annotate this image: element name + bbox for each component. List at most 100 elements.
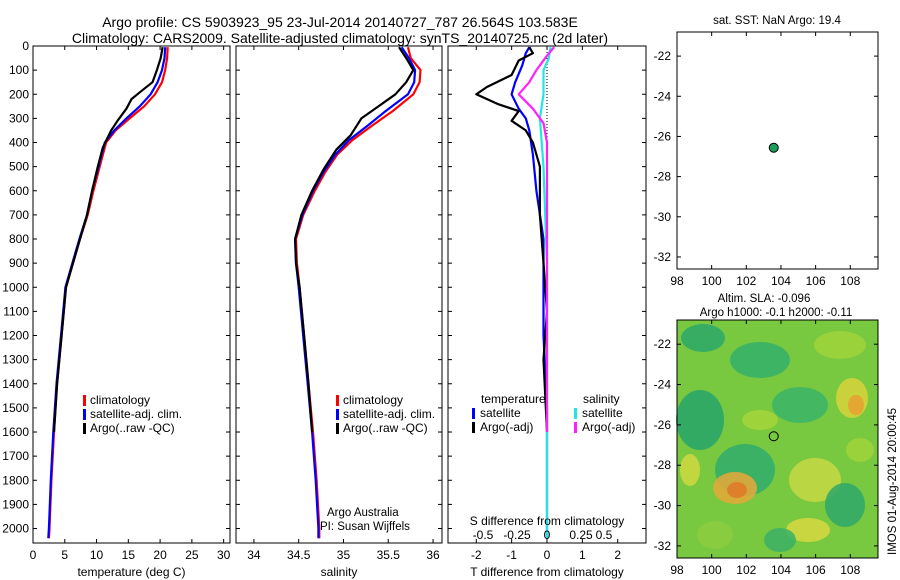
panel-1-xtick-label: 35.5	[377, 548, 401, 562]
legend-swatch	[574, 422, 577, 433]
legend-heading-salinity: salinity	[583, 392, 620, 406]
map-xtick-label: 108	[840, 274, 860, 288]
series-line-argorawqc	[52, 47, 164, 433]
sla-blob	[727, 482, 747, 498]
ytick-label: 1600	[2, 425, 29, 439]
ytick-label: 1200	[2, 329, 29, 343]
sla-blob	[676, 390, 724, 450]
map-ytick-label: -32	[654, 250, 672, 264]
salinity-diff-tick: -0.25	[503, 528, 531, 542]
map-xtick-label: 100	[702, 563, 722, 577]
map-xtick-label: 104	[771, 563, 791, 577]
panel-1-xlabel: salinity	[321, 565, 358, 579]
sla-blob	[789, 458, 841, 502]
pi-label: PI: Susan Wijffels	[320, 521, 410, 533]
sla-blob	[814, 331, 866, 359]
panel-0-xtick-label: 20	[153, 548, 167, 562]
ytick-label: 1800	[2, 473, 29, 487]
map-ytick-label: -22	[654, 337, 672, 351]
map-xtick-label: 100	[702, 274, 722, 288]
legend-label: climatology	[343, 393, 403, 407]
map-xtick-label: 98	[670, 274, 684, 288]
sla-blob	[680, 454, 700, 486]
legend-swatch	[336, 423, 339, 434]
ytick-label: 1900	[2, 497, 29, 511]
legend-swatch	[336, 409, 339, 420]
sla-blob	[786, 518, 830, 542]
sla-map-title: Altim. SLA: -0.096	[718, 293, 811, 305]
ytick-label: 1700	[2, 449, 29, 463]
panel-0-xtick-label: 10	[90, 548, 104, 562]
panel-1-xtick-label: 35	[337, 548, 351, 562]
sla-map-subtitle: Argo h1000: -0.1 h2000: -0.11	[700, 307, 853, 319]
map-ytick-label: -24	[654, 89, 672, 103]
ytick-label: 200	[9, 87, 29, 101]
panel-1-xtick-label: 34	[247, 548, 261, 562]
ytick-label: 1500	[2, 401, 29, 415]
panel-2-xtick-label: 0	[544, 548, 551, 562]
panel-2-xtick-label: -1	[506, 548, 517, 562]
legend-swatch	[83, 395, 86, 406]
legend-label: satellite-adj. clim.	[90, 407, 182, 421]
panel-1-xtick-label: 36	[426, 548, 440, 562]
legend-label: Argo(-adj)	[582, 420, 635, 434]
ytick-label: 0	[22, 39, 29, 53]
legend-label: satellite	[582, 406, 623, 420]
figure-title-line1: Argo profile: CS 5903923_95 23-Jul-2014 …	[102, 14, 578, 30]
panel-2-xlabel: T difference from climatology	[470, 565, 624, 579]
legend-label: Argo(..raw -QC)	[90, 421, 175, 435]
map-3-frame	[676, 31, 879, 270]
sla-blob	[681, 324, 725, 352]
sla-blob	[742, 410, 778, 430]
legend-label: Argo(-adj)	[480, 420, 533, 434]
ytick-label: 900	[9, 256, 29, 270]
series-line-satellite	[510, 46, 549, 539]
legend-swatch	[574, 408, 577, 419]
ytick-label: 1100	[3, 304, 29, 318]
panel-0-xtick-label: 0	[30, 548, 37, 562]
sla-blob	[772, 387, 828, 423]
float-position-marker	[768, 142, 779, 153]
ytick-label: 400	[9, 136, 29, 150]
map-xtick-label: 98	[670, 563, 684, 577]
ytick-label: 100	[9, 63, 29, 77]
panel-2-xtick-label: -2	[471, 548, 482, 562]
sla-blob	[825, 483, 865, 527]
legend-swatch	[472, 408, 475, 419]
credit-label: IMOS 01-Aug-2014 20:00:45	[887, 407, 899, 555]
map-ytick-label: -26	[654, 129, 672, 143]
ytick-label: 600	[9, 184, 29, 198]
map-xtick-label: 106	[806, 563, 826, 577]
map-ytick-label: -26	[654, 418, 672, 432]
panel-0-xtick-label: 25	[185, 548, 199, 562]
panel-1-xtick-label: 34.5	[287, 548, 311, 562]
series-line-argoadj	[475, 46, 549, 433]
ytick-label: 1300	[2, 353, 29, 367]
panel-0-xtick-label: 5	[61, 548, 68, 562]
map-ytick-label: -24	[654, 378, 672, 392]
salinity-diff-tick: 0.25	[569, 528, 593, 542]
series-line-argorawqc	[294, 46, 415, 433]
map-ytick-label: -32	[654, 539, 672, 553]
ytick-label: 1400	[2, 377, 29, 391]
sla-blob	[730, 342, 790, 378]
legend-label: satellite-adj. clim.	[343, 407, 435, 421]
panel-0-xtick-label: 30	[217, 548, 231, 562]
map-xtick-label: 104	[771, 274, 791, 288]
salinity-diff-tick: 0	[544, 528, 551, 542]
ytick-label: 800	[9, 232, 29, 246]
salinity-diff-label: S difference from climatology	[470, 514, 625, 528]
map-xtick-label: 108	[840, 563, 860, 577]
panel-0-xlabel: temperature (deg C)	[77, 565, 185, 579]
salinity-diff-tick: 0.5	[596, 528, 613, 542]
map-4-frame	[676, 319, 879, 559]
map-xtick-label: 102	[736, 274, 756, 288]
float-position-marker	[768, 431, 779, 442]
legend-swatch	[83, 423, 86, 434]
ytick-label: 700	[9, 208, 29, 222]
map-xtick-label: 106	[806, 274, 826, 288]
sla-blob	[848, 395, 864, 415]
ytick-label: 500	[9, 160, 29, 174]
map-xtick-label: 102	[736, 563, 756, 577]
